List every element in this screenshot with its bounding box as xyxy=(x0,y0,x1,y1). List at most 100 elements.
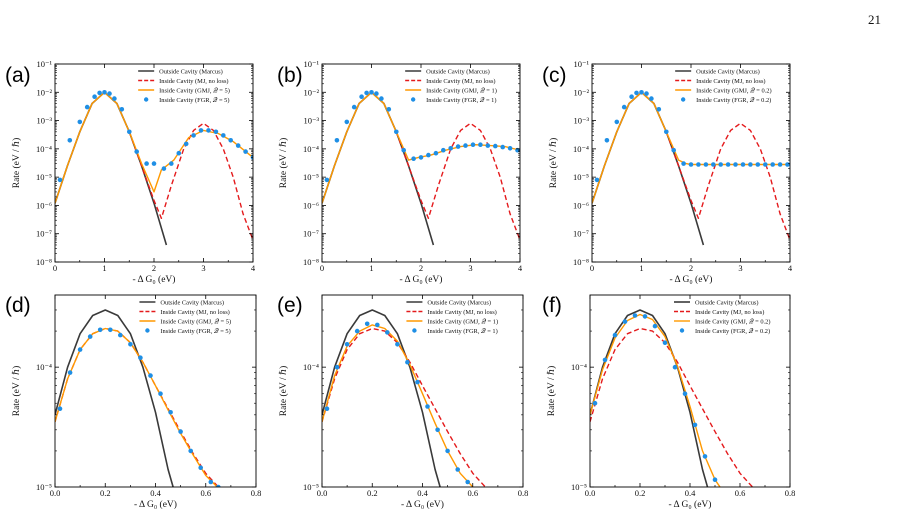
fgr-point xyxy=(57,406,63,412)
fgr-point xyxy=(770,162,775,167)
y-tick-label: 10⁻³ xyxy=(573,116,589,126)
legend-label: Outside Cavity (Marcus) xyxy=(159,68,223,75)
fgr-point xyxy=(725,162,731,167)
fgr-point xyxy=(92,94,97,99)
fgr-point xyxy=(621,104,627,110)
x-axis-title: - Δ G₀ (eV) xyxy=(133,274,176,285)
fgr-point xyxy=(369,90,374,95)
fgr-point xyxy=(243,149,248,154)
legend-label: Inside Cavity (GMJ, 𝒬 = 5) xyxy=(160,318,231,325)
x-tick-label: 0.2 xyxy=(635,488,646,498)
panel-letter: (e) xyxy=(277,294,303,317)
fgr-point xyxy=(465,479,471,485)
fgr-point xyxy=(662,340,668,346)
fgr-point xyxy=(158,391,163,397)
x-tick-label: 0.0 xyxy=(317,488,328,498)
fgr-point xyxy=(176,150,182,156)
fgr-point xyxy=(334,364,340,370)
fgr-point xyxy=(112,96,117,101)
outside-series xyxy=(55,91,168,246)
fgr-point xyxy=(712,477,718,483)
legend: Outside Cavity (Marcus) Inside Cavity (MJ… xyxy=(139,299,231,335)
legend-label: Inside Cavity (MJ, no loss) xyxy=(426,78,495,85)
fgr-point xyxy=(97,90,102,96)
legend: Outside Cavity (Marcus) Inside Cavity (MJ… xyxy=(405,68,497,104)
x-tick-label: 0.6 xyxy=(467,488,478,498)
x-tick-label: 3 xyxy=(201,263,205,273)
fgr-point xyxy=(364,321,370,327)
legend-swatch-fgr-series xyxy=(143,97,149,102)
fgr-point xyxy=(415,379,420,385)
fgr-point xyxy=(168,410,173,415)
fgr-point xyxy=(652,323,658,329)
fgr-point xyxy=(644,91,649,96)
fgr-point xyxy=(629,94,634,99)
page-number: 21 xyxy=(868,12,881,27)
legend-label: Inside Cavity (GMJ, 𝒬 = 0.2) xyxy=(695,318,770,325)
fgr-point xyxy=(119,107,125,112)
fgr-point xyxy=(470,142,476,147)
x-tick-label: 0.8 xyxy=(251,488,262,498)
fgr-point xyxy=(235,143,241,148)
fgr-point xyxy=(67,370,73,375)
fgr-point xyxy=(87,334,93,339)
legend-label: Inside Cavity (FGR, 𝒬 = 0.2) xyxy=(695,328,770,335)
y-axis-title: Rate (eV / ℏ) xyxy=(11,138,22,189)
gmj-series xyxy=(55,327,219,487)
fgr-point xyxy=(359,94,364,99)
fgr-point xyxy=(102,90,107,95)
y-tick-label: 10⁻⁴ xyxy=(573,144,589,154)
fgr-point xyxy=(777,162,783,167)
legend-label: Inside Cavity (GMJ, 𝒬 = 1) xyxy=(427,318,498,325)
series-group xyxy=(322,309,486,487)
legend: Outside Cavity (Marcus) Inside Cavity (MJ… xyxy=(674,299,770,335)
gmj-series xyxy=(55,91,253,204)
legend: Outside Cavity (Marcus) Inside Cavity (MJ… xyxy=(406,299,498,335)
y-tick-label: 10⁻⁴ xyxy=(36,362,52,372)
panel-letter: (b) xyxy=(277,64,303,87)
fgr-point xyxy=(463,143,468,148)
fgr-point xyxy=(344,119,350,125)
fgr-point xyxy=(178,429,183,434)
x-tick-label: 0.6 xyxy=(735,488,746,498)
x-tick-label: 0.0 xyxy=(50,488,61,498)
x-axis-title: - Δ G₀ (eV) xyxy=(134,499,177,510)
fgr-point xyxy=(441,147,446,153)
y-tick-label: 10⁻⁶ xyxy=(303,200,319,210)
gmj-series xyxy=(592,91,790,204)
y-tick-label: 10⁻⁴ xyxy=(303,144,319,154)
x-tick-label: 2 xyxy=(419,263,423,273)
fgr-point xyxy=(364,90,369,96)
fgr-point xyxy=(386,107,392,112)
y-tick-label: 10⁻⁴ xyxy=(571,362,587,372)
outside-series xyxy=(592,91,705,246)
fgr-point xyxy=(405,359,410,365)
x-tick-label: 0.8 xyxy=(785,488,796,498)
x-tick-label: 0.0 xyxy=(585,488,596,498)
x-tick-label: 0.6 xyxy=(200,488,211,498)
fgr-point xyxy=(344,342,350,347)
legend-label: Outside Cavity (Marcus) xyxy=(426,68,490,75)
mj-series xyxy=(665,122,790,241)
fgr-point xyxy=(733,162,738,167)
legend-label: Inside Cavity (GMJ, 𝒬 = 5) xyxy=(159,87,230,94)
y-tick-label: 10⁻¹ xyxy=(36,59,52,69)
fgr-point xyxy=(748,162,753,167)
fgr-point xyxy=(57,177,63,183)
fgr-point xyxy=(401,147,407,153)
x-tick-label: 3 xyxy=(738,263,742,273)
chart-panel-e: (e) 0.0 0.2 0.4 0.6 0.8 10⁻⁵ 10⁻⁴ - Δ G₀ (eV) Rat… xyxy=(277,294,528,510)
fgr-point xyxy=(127,129,132,135)
legend-label: Inside Cavity (FGR, 𝒬 = 1) xyxy=(427,328,497,335)
fgr-point xyxy=(478,142,483,147)
fgr-point xyxy=(500,144,506,150)
fgr-point xyxy=(395,342,400,347)
fgr-point xyxy=(385,330,390,335)
fgr-point xyxy=(614,119,620,125)
fgr-point xyxy=(592,400,598,406)
fgr-point xyxy=(612,332,618,338)
legend-swatch-fgr-series xyxy=(145,328,150,333)
fgr-point xyxy=(151,161,157,166)
x-tick-label: 4 xyxy=(251,263,256,273)
x-tick-label: 2 xyxy=(689,263,693,273)
